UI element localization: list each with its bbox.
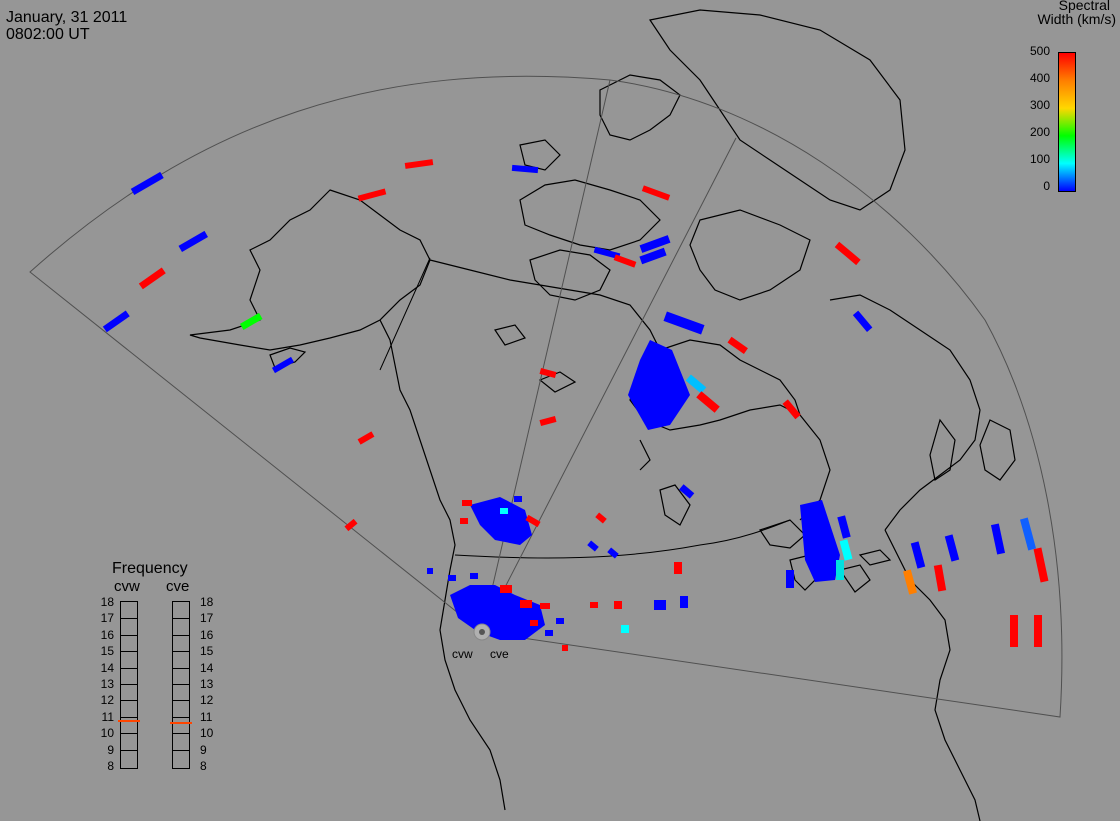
frequency-scale-label: 13 (100, 677, 114, 691)
frequency-scale-label: 17 (200, 611, 214, 626)
frequency-scale-label: 18 (100, 595, 114, 609)
radar-label-cve: cve (490, 647, 509, 661)
frequency-tick (173, 634, 189, 636)
frequency-scale-label: 15 (100, 644, 114, 659)
date-label: January, 31 2011 (6, 9, 128, 26)
frequency-tick (121, 667, 137, 669)
frequency-scale-label: 12 (200, 693, 214, 708)
frequency-marker-cve (170, 721, 192, 724)
frequency-tick (121, 684, 137, 685)
frequency-tick (173, 716, 189, 718)
frequency-scale-label: 9 (107, 742, 114, 757)
frequency-scale-label: 16 (200, 627, 214, 642)
colorbar (1058, 52, 1076, 192)
frequency-tick (121, 634, 137, 636)
coastlines (189, 9, 1016, 821)
colorbar-tick: 100 (1029, 152, 1050, 166)
frequency-scale-label: 10 (200, 726, 214, 741)
radar-site-marker (473, 623, 491, 641)
colorbar-tick: 0 (1043, 179, 1050, 193)
frequency-scale-label: 11 (101, 709, 114, 724)
frequency-tick (121, 618, 137, 620)
frequency-scale-label: 9 (200, 742, 207, 757)
frequency-tick (173, 667, 189, 669)
frequency-marker-cvw (118, 720, 140, 723)
colorbar-tick: 300 (1029, 98, 1050, 112)
frequency-tick (121, 733, 137, 735)
frequency-scale-label: 8 (200, 759, 207, 773)
frequency-tick (173, 618, 189, 620)
frequency-scale-label: 8 (107, 759, 114, 773)
frequency-tick (121, 700, 137, 702)
frequency-tick (121, 651, 137, 653)
colorbar-tick: 500 (1029, 44, 1050, 58)
frequency-scale-label: 10 (100, 726, 114, 741)
frequency-scale-label: 13 (200, 677, 214, 691)
frequency-scale-label: 11 (200, 709, 213, 724)
frequency-tick (121, 749, 137, 751)
frequency-tick (173, 684, 189, 685)
frequency-tick (121, 716, 137, 718)
frequency-scale-label: 12 (100, 693, 114, 708)
frequency-tick (173, 700, 189, 702)
frequency-tick (173, 749, 189, 751)
colorbar-title-line1: Spectral (1058, 0, 1110, 13)
frequency-radar-cvw: cvw (114, 578, 140, 595)
colorbar-tick: 200 (1029, 125, 1050, 139)
frequency-tick (173, 733, 189, 735)
colorbar-tick: 400 (1029, 71, 1050, 85)
frequency-tick (173, 651, 189, 653)
radar-label-cvw: cvw (452, 647, 473, 661)
frequency-scale-label: 18 (200, 595, 214, 609)
frequency-scale-label: 16 (100, 627, 114, 642)
frequency-bar-cvw (120, 601, 138, 769)
frequency-scale-label: 14 (200, 660, 214, 675)
echo-cells (102, 159, 1049, 651)
frequency-title: Frequency (112, 560, 188, 577)
borders (379, 257, 791, 559)
colorbar-title-line2: Width (km/s) (1037, 11, 1116, 27)
frequency-scale-label: 15 (200, 644, 214, 659)
frequency-bar-cve (172, 601, 190, 769)
frequency-radar-cve: cve (166, 578, 190, 595)
frequency-scale-label: 17 (100, 611, 114, 626)
time-label: 0802:00 UT (6, 26, 90, 43)
frequency-scale-label: 14 (100, 660, 114, 675)
